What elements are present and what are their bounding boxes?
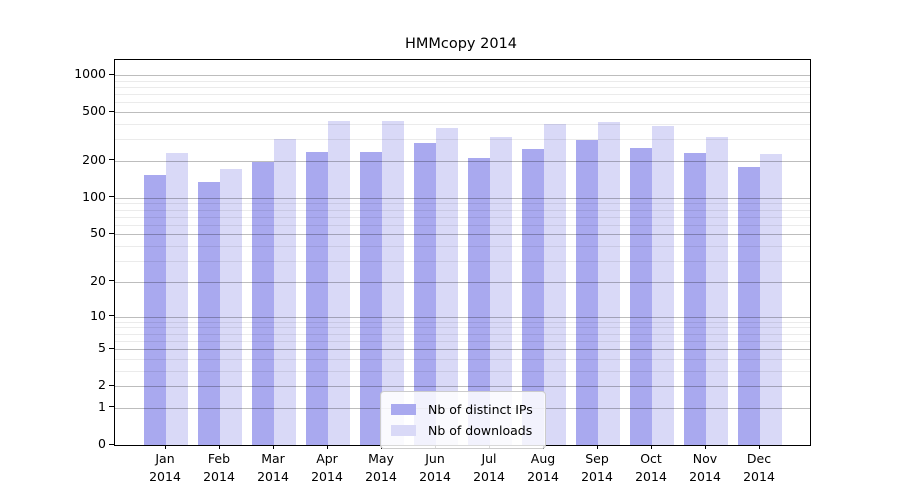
- x-tick-label: Oct 2014: [635, 451, 667, 484]
- y-tick-label: 1: [98, 398, 106, 414]
- y-tick-label: 1000: [74, 66, 106, 81]
- bar-distinct-ips: [306, 152, 328, 445]
- gridline-minor: [115, 102, 810, 104]
- bar-downloads: [274, 139, 296, 445]
- legend-swatch-downloads: [391, 425, 416, 436]
- x-tick-label: Mar 2014: [257, 451, 289, 484]
- x-tick-mark: [165, 445, 166, 449]
- legend-label: Nb of distinct IPs: [428, 402, 533, 417]
- x-tick-mark: [759, 445, 760, 449]
- x-tick-mark: [273, 445, 274, 449]
- bar-downloads: [220, 168, 242, 445]
- bar-distinct-ips: [522, 149, 544, 445]
- legend-label: Nb of downloads: [428, 423, 533, 438]
- y-tick-mark: [109, 315, 114, 317]
- y-tick-mark: [109, 443, 114, 445]
- bar-distinct-ips: [198, 181, 220, 445]
- x-tick-mark: [651, 445, 652, 449]
- gridline-minor: [115, 94, 810, 96]
- bar-distinct-ips: [144, 174, 166, 445]
- legend: Nb of distinct IPs Nb of downloads: [380, 391, 546, 449]
- gridline-major: [115, 112, 810, 114]
- x-tick-mark: [327, 445, 328, 449]
- y-tick-label: 0: [98, 436, 106, 451]
- bar-downloads: [436, 128, 458, 445]
- gridline-minor: [115, 86, 810, 88]
- bar-downloads: [652, 125, 674, 445]
- bar-distinct-ips: [252, 161, 274, 445]
- bar-downloads: [166, 153, 188, 445]
- x-tick-label: Nov 2014: [689, 451, 721, 484]
- bar-distinct-ips: [738, 166, 760, 445]
- bar-downloads: [760, 153, 782, 445]
- y-tick-label: 100: [82, 188, 106, 204]
- x-tick-label: Dec 2014: [743, 451, 775, 484]
- y-tick-label: 500: [82, 103, 106, 119]
- legend-swatch-distinct-ips: [391, 404, 416, 415]
- bar-downloads: [382, 121, 404, 445]
- bar-downloads: [706, 136, 728, 445]
- bar-downloads: [544, 124, 566, 445]
- x-tick-label: Aug 2014: [527, 451, 559, 484]
- plot-area: Nb of distinct IPs Nb of downloads: [114, 59, 811, 449]
- y-tick-label: 2: [98, 377, 106, 393]
- bar-distinct-ips: [360, 152, 382, 445]
- bar-distinct-ips: [468, 158, 490, 445]
- x-tick-label: Jan 2014: [149, 451, 181, 484]
- bar-distinct-ips: [684, 153, 706, 445]
- x-tick-mark: [219, 445, 220, 449]
- x-tick-label: Sep 2014: [581, 451, 613, 484]
- x-tick-mark: [705, 445, 706, 449]
- bar-distinct-ips: [414, 143, 436, 445]
- y-tick-mark: [109, 110, 114, 112]
- y-tick-mark: [109, 347, 114, 349]
- chart-title: HMMcopy 2014: [404, 36, 518, 52]
- x-tick-mark: [597, 445, 598, 449]
- y-tick-label: 20: [90, 272, 106, 288]
- x-tick-label: Feb 2014: [203, 451, 235, 484]
- y-tick-mark: [109, 280, 114, 282]
- gridline-minor: [115, 123, 810, 125]
- bar-downloads: [328, 121, 350, 445]
- gridline-minor: [115, 80, 810, 82]
- gridline-major: [115, 75, 810, 76]
- x-tick-label: Apr 2014: [311, 451, 343, 484]
- bar-distinct-ips: [630, 148, 652, 445]
- y-tick-mark: [109, 73, 114, 75]
- y-tick-label: 50: [90, 225, 106, 241]
- legend-item: Nb of distinct IPs: [391, 399, 533, 420]
- y-tick-mark: [109, 384, 114, 386]
- bar-distinct-ips: [576, 140, 598, 445]
- bar-downloads: [598, 121, 620, 445]
- y-tick-mark: [109, 232, 114, 234]
- x-tick-label: Jun 2014: [419, 451, 451, 484]
- y-tick-mark: [109, 406, 114, 408]
- y-tick-label: 10: [90, 307, 106, 323]
- y-tick-label: 5: [98, 340, 106, 356]
- y-tick-mark: [109, 159, 114, 161]
- y-tick-label: 200: [82, 151, 106, 167]
- legend-item: Nb of downloads: [391, 420, 533, 441]
- x-tick-label: May 2014: [365, 451, 397, 484]
- bar-downloads: [490, 137, 512, 445]
- x-tick-label: Jul 2014: [473, 451, 505, 484]
- y-tick-mark: [109, 196, 114, 198]
